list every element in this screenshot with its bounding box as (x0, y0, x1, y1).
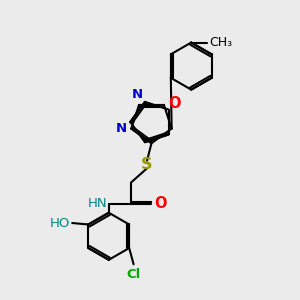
Text: HO: HO (50, 217, 70, 230)
Text: O: O (154, 196, 167, 211)
Text: CH₃: CH₃ (209, 36, 232, 49)
Text: N: N (116, 122, 127, 135)
Text: N: N (132, 88, 143, 101)
Text: S: S (141, 157, 153, 172)
Text: Cl: Cl (127, 268, 141, 281)
Text: O: O (168, 96, 180, 111)
Text: HN: HN (88, 197, 107, 210)
